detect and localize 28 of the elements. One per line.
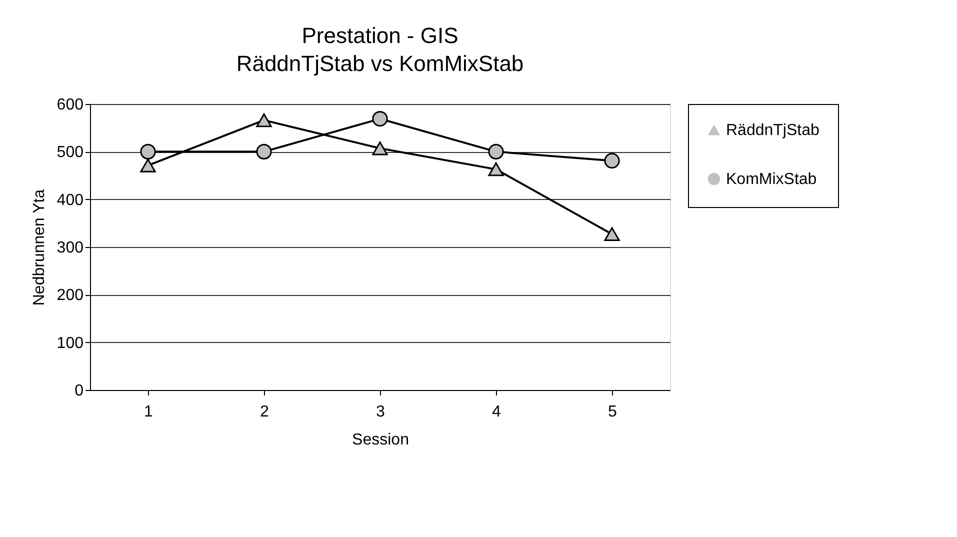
x-tick-label: 5 — [608, 404, 618, 420]
point — [256, 113, 272, 128]
chart-subtitle: RäddnTjStab vs KomMixStab — [236, 51, 524, 76]
chart-title: Prestation - GIS — [302, 23, 458, 48]
point — [256, 144, 272, 160]
y-axis-title: Nedbrunnen Yta — [30, 189, 48, 306]
y-tick-label: 0 — [74, 382, 84, 400]
point — [488, 162, 504, 176]
y-tick-label: 100 — [56, 334, 84, 352]
x-tick-label: 1 — [144, 404, 154, 420]
y-tick-label: 500 — [56, 144, 84, 162]
x-tick-label: 2 — [260, 404, 270, 420]
y-tick-label: 400 — [56, 192, 84, 209]
point — [604, 152, 620, 169]
x-tick-label: 4 — [492, 404, 502, 420]
point — [140, 158, 156, 172]
point — [488, 144, 504, 160]
y-tick-label: 200 — [56, 287, 84, 304]
point — [604, 227, 620, 242]
y-tick-label: 300 — [56, 240, 84, 256]
legend-label: KomMixStab — [726, 171, 817, 188]
y-tick-label: 600 — [56, 96, 84, 114]
legend-label: RäddnTjStab — [726, 122, 820, 139]
point — [140, 144, 156, 160]
point — [372, 141, 388, 156]
x-axis-title: Session — [352, 432, 409, 448]
x-tick-label: 3 — [376, 404, 386, 420]
point — [372, 110, 388, 127]
